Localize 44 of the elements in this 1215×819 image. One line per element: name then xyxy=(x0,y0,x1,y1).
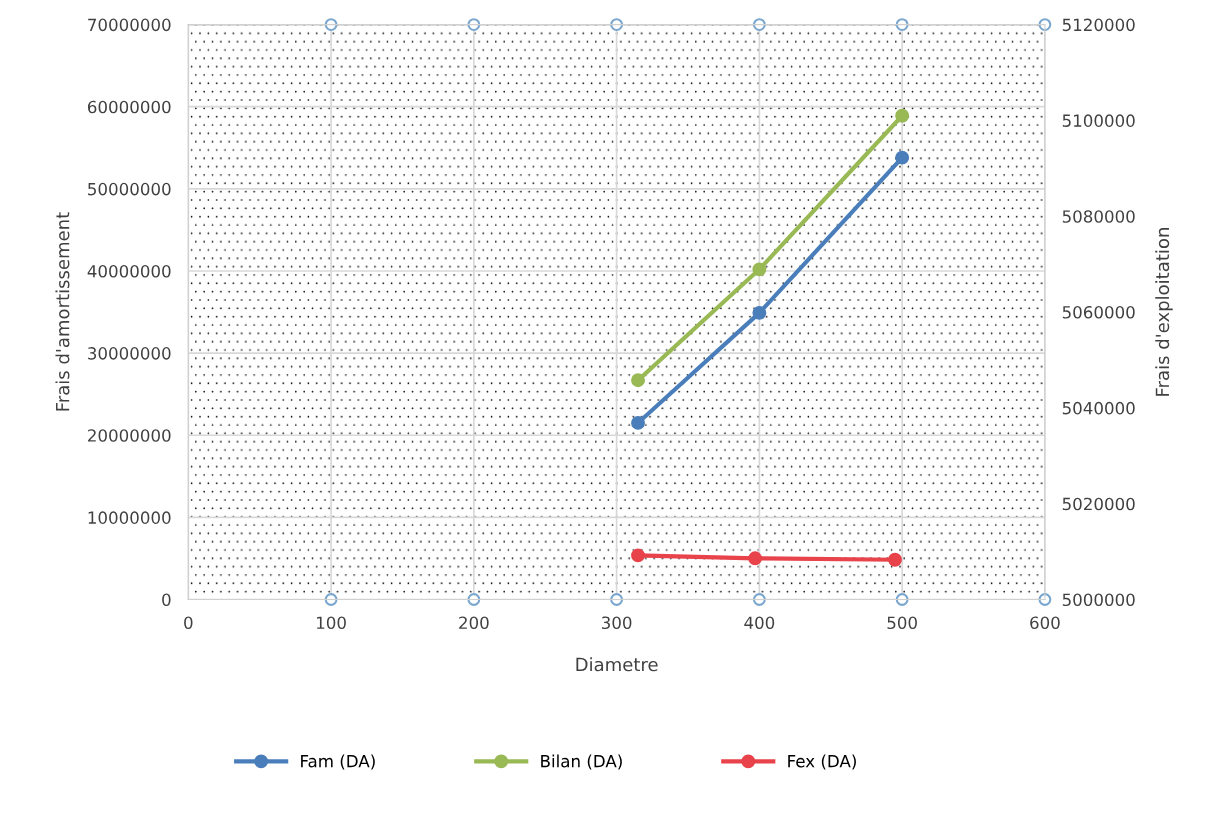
x-tick-label: 500 xyxy=(887,616,917,630)
y2-tick-label: 5000000 xyxy=(1062,593,1135,607)
x-tick-label: 300 xyxy=(601,616,632,630)
y2-tick-label: 5100000 xyxy=(1062,114,1135,127)
point xyxy=(467,593,481,606)
point xyxy=(467,18,481,31)
y-tick-label: 40000000 xyxy=(87,264,171,278)
x-tick-label: 400 xyxy=(744,616,775,630)
point xyxy=(895,593,909,606)
legend-label: Fam (DA) xyxy=(301,754,375,770)
y-tick-label: 50000000 xyxy=(88,182,171,196)
y2-tick-label: 5020000 xyxy=(1062,497,1135,511)
y-tick-label: 20000000 xyxy=(88,429,171,442)
y2-tick-label: 5120000 xyxy=(1062,18,1135,32)
y-tick-label: 70000000 xyxy=(88,18,171,32)
point xyxy=(610,593,624,606)
y2-tick-label: 5060000 xyxy=(1062,306,1135,319)
x-tick-label: 100 xyxy=(317,616,346,630)
point xyxy=(324,593,338,606)
y2-axis-title: Frais d'exploitation xyxy=(1155,228,1173,396)
point xyxy=(631,415,645,430)
point xyxy=(752,305,767,320)
point xyxy=(895,108,910,123)
point xyxy=(895,18,909,31)
y-tick-label: 10000000 xyxy=(88,511,171,524)
legend-label: Bilan (DA) xyxy=(541,754,622,770)
y-tick-label: 30000000 xyxy=(88,347,171,360)
point xyxy=(752,262,767,277)
x-tick-label: 600 xyxy=(1030,616,1060,630)
point xyxy=(631,373,645,388)
x-tick-label: 0 xyxy=(184,616,193,630)
point xyxy=(752,593,766,606)
x-axis-title: Diametre xyxy=(576,657,658,672)
y-tick-label: 0 xyxy=(162,593,171,607)
legend-label: Fex (DA) xyxy=(788,754,856,770)
point xyxy=(895,150,910,165)
point xyxy=(324,18,338,31)
y2-tick-label: 5040000 xyxy=(1062,401,1135,415)
point xyxy=(752,18,766,31)
x-tick-label: 200 xyxy=(459,616,489,630)
y2-tick-label: 5080000 xyxy=(1062,210,1135,223)
y-tick-label: 60000000 xyxy=(87,100,171,114)
y-axis-title: Frais d'amortissement xyxy=(55,212,70,411)
point xyxy=(610,18,624,31)
